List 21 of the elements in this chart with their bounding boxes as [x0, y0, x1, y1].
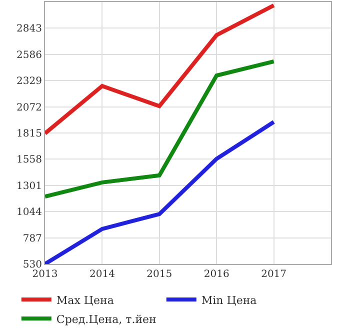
line-series	[45, 59, 276, 199]
x-tick-label: 2014	[89, 269, 115, 280]
x-tick-label: 2016	[204, 269, 230, 280]
legend-label: Min Цена	[201, 294, 258, 307]
y-tick-label: 787	[22, 233, 42, 244]
x-tick-label: 2015	[146, 269, 172, 280]
y-tick-label: 2843	[16, 24, 42, 35]
y-tick-label: 1044	[16, 207, 42, 218]
y-tick-label: 530	[22, 260, 42, 270]
y-tick-label: 1558	[16, 154, 42, 166]
line-series	[45, 3, 276, 136]
y-tick-label: 2329	[16, 76, 42, 88]
y-tick-label: 1815	[16, 128, 42, 140]
x-tick-label: 2017	[261, 269, 287, 280]
x-tick-label: 2013	[32, 269, 58, 280]
line-series	[45, 120, 276, 264]
y-tick-label: 1301	[16, 180, 42, 192]
legend-label: Сред.Цена, т.йен	[56, 312, 156, 326]
y-tick-label: 2586	[16, 50, 42, 61]
y-tick-label: 2072	[16, 102, 42, 114]
legend-label: Max Цена	[56, 294, 114, 307]
